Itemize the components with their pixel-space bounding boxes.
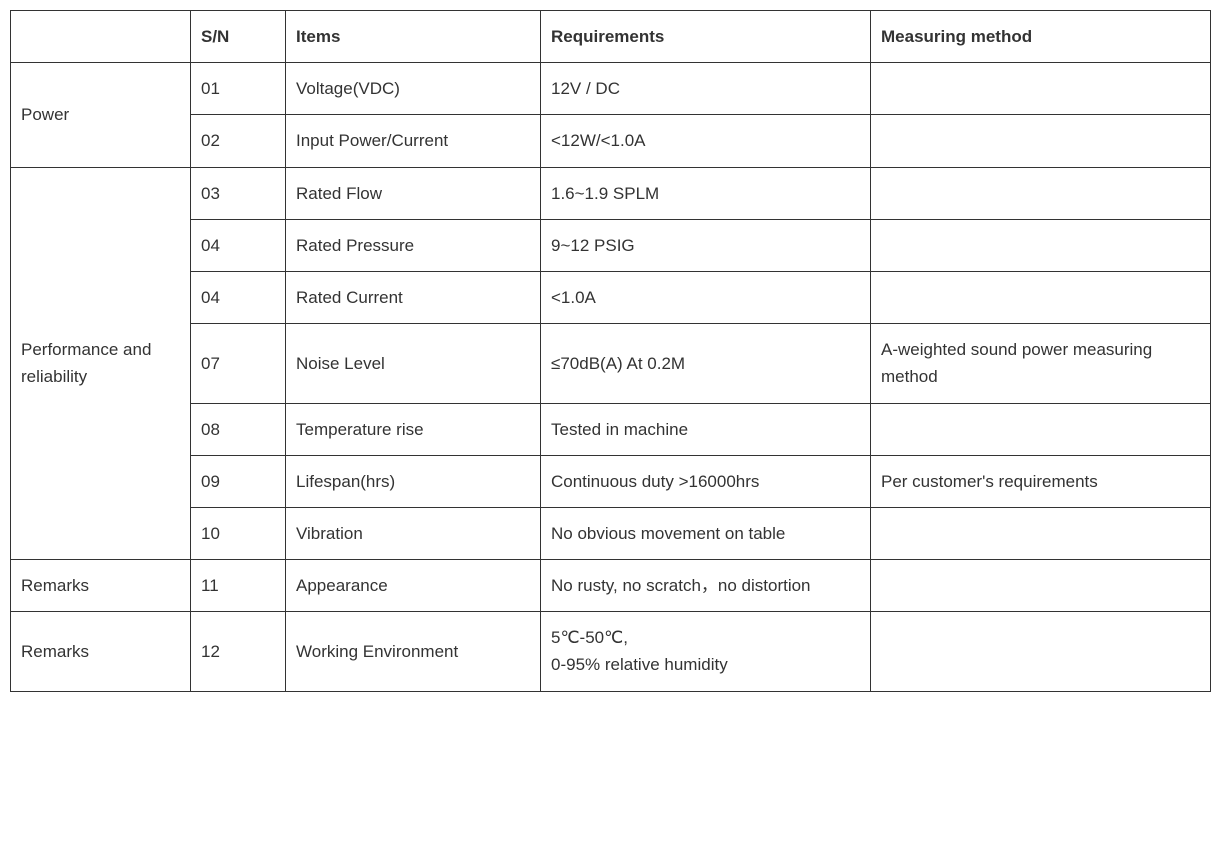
items-cell: Noise Level	[286, 324, 541, 403]
spec-table: S/N Items Requirements Measuring method …	[10, 10, 1211, 692]
requirements-cell: No obvious movement on table	[541, 507, 871, 559]
requirements-cell: No rusty, no scratch，no distortion	[541, 560, 871, 612]
table-row: 02Input Power/Current<12W/<1.0A	[11, 115, 1211, 167]
sn-cell: 03	[191, 167, 286, 219]
measuring-cell: A-weighted sound power measuring method	[871, 324, 1211, 403]
header-row: S/N Items Requirements Measuring method	[11, 11, 1211, 63]
items-cell: Lifespan(hrs)	[286, 455, 541, 507]
sn-cell: 01	[191, 63, 286, 115]
items-cell: Temperature rise	[286, 403, 541, 455]
requirements-cell: 9~12 PSIG	[541, 219, 871, 271]
requirements-cell: 12V / DC	[541, 63, 871, 115]
requirements-cell: 5℃-50℃, 0-95% relative humidity	[541, 612, 871, 691]
requirements-cell: <1.0A	[541, 271, 871, 323]
header-sn: S/N	[191, 11, 286, 63]
category-cell: Power	[11, 63, 191, 167]
measuring-cell	[871, 507, 1211, 559]
measuring-cell	[871, 560, 1211, 612]
sn-cell: 07	[191, 324, 286, 403]
requirements-cell: Tested in machine	[541, 403, 871, 455]
header-category	[11, 11, 191, 63]
sn-cell: 08	[191, 403, 286, 455]
sn-cell: 02	[191, 115, 286, 167]
table-row: 07Noise Level≤70dB(A) At 0.2MA-weighted …	[11, 324, 1211, 403]
category-cell: Performance and reliability	[11, 167, 191, 560]
category-cell: Remarks	[11, 560, 191, 612]
measuring-cell	[871, 219, 1211, 271]
measuring-cell	[871, 167, 1211, 219]
header-measuring: Measuring method	[871, 11, 1211, 63]
sn-cell: 04	[191, 271, 286, 323]
table-row: Remarks11AppearanceNo rusty, no scratch，…	[11, 560, 1211, 612]
measuring-cell	[871, 63, 1211, 115]
requirements-cell: ≤70dB(A) At 0.2M	[541, 324, 871, 403]
table-row: 04Rated Pressure9~12 PSIG	[11, 219, 1211, 271]
items-cell: Rated Pressure	[286, 219, 541, 271]
items-cell: Appearance	[286, 560, 541, 612]
table-row: Remarks12Working Environment5℃-50℃, 0-95…	[11, 612, 1211, 691]
table-body: Power01Voltage(VDC)12V / DC02Input Power…	[11, 63, 1211, 691]
table-row: Power01Voltage(VDC)12V / DC	[11, 63, 1211, 115]
requirements-cell: Continuous duty >16000hrs	[541, 455, 871, 507]
items-cell: Rated Current	[286, 271, 541, 323]
measuring-cell	[871, 115, 1211, 167]
requirements-cell: 1.6~1.9 SPLM	[541, 167, 871, 219]
sn-cell: 11	[191, 560, 286, 612]
items-cell: Vibration	[286, 507, 541, 559]
items-cell: Voltage(VDC)	[286, 63, 541, 115]
measuring-cell: Per customer's requirements	[871, 455, 1211, 507]
items-cell: Working Environment	[286, 612, 541, 691]
table-row: 10VibrationNo obvious movement on table	[11, 507, 1211, 559]
table-row: 09Lifespan(hrs)Continuous duty >16000hrs…	[11, 455, 1211, 507]
table-row: 08Temperature riseTested in machine	[11, 403, 1211, 455]
category-cell: Remarks	[11, 612, 191, 691]
measuring-cell	[871, 612, 1211, 691]
measuring-cell	[871, 403, 1211, 455]
table-row: Performance and reliability03Rated Flow1…	[11, 167, 1211, 219]
items-cell: Input Power/Current	[286, 115, 541, 167]
requirements-cell: <12W/<1.0A	[541, 115, 871, 167]
sn-cell: 04	[191, 219, 286, 271]
sn-cell: 12	[191, 612, 286, 691]
header-requirements: Requirements	[541, 11, 871, 63]
items-cell: Rated Flow	[286, 167, 541, 219]
header-items: Items	[286, 11, 541, 63]
sn-cell: 09	[191, 455, 286, 507]
sn-cell: 10	[191, 507, 286, 559]
measuring-cell	[871, 271, 1211, 323]
table-row: 04Rated Current<1.0A	[11, 271, 1211, 323]
